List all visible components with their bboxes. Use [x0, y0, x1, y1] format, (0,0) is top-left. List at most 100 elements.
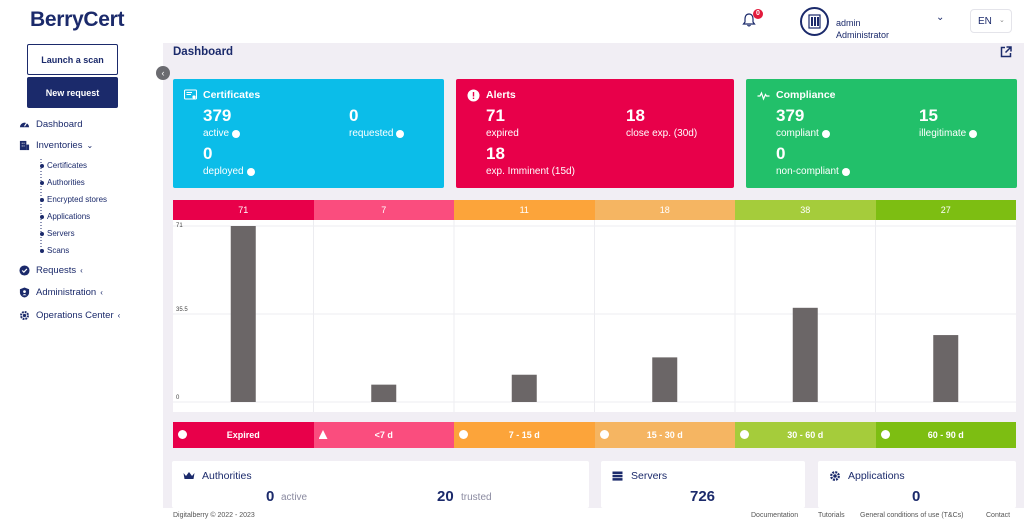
sidebar-subitem-label: Scans	[47, 246, 70, 255]
sidebar-item-label: Inventories	[36, 140, 83, 151]
requested-label: requested	[349, 128, 405, 139]
expiry-chart: 71 35.5 0	[173, 220, 1016, 412]
bell-icon[interactable]	[741, 12, 757, 28]
certificates-card[interactable]: Certificates 379 active 0 requested 0 de…	[173, 79, 444, 188]
collapse-sidebar-button[interactable]: ‹	[156, 66, 170, 80]
language-select[interactable]: EN ⌄	[970, 9, 1012, 33]
noncompliant-count: 0	[776, 144, 786, 163]
info-icon[interactable]	[232, 129, 241, 138]
info-icon[interactable]	[969, 129, 978, 138]
bullet-icon	[40, 231, 44, 236]
applications-card[interactable]: Applications 0	[818, 461, 1016, 508]
launch-scan-button[interactable]: Launch a scan	[27, 44, 118, 75]
chart-category-cell[interactable]: 30 - 60 d	[735, 422, 876, 448]
sidebar-subitem-encrypted-stores[interactable]: Encrypted stores	[40, 195, 107, 204]
chart-category-label: 7 - 15 d	[508, 430, 540, 440]
clock-icon	[599, 430, 609, 439]
footer-link-documentation[interactable]: Documentation	[751, 512, 799, 519]
chart-category-cell[interactable]: 15 - 30 d	[594, 422, 735, 448]
chart-bar[interactable]	[511, 374, 537, 402]
user-avatar[interactable]	[800, 7, 829, 36]
external-link-icon[interactable]	[1000, 46, 1012, 58]
chart-count-cell: 18	[594, 200, 735, 220]
smile-icon	[880, 430, 890, 439]
chart-category-cell[interactable]: Expired	[173, 422, 314, 448]
chart-count-cell: 38	[735, 200, 876, 220]
alerts-card[interactable]: Alerts 71 expired 18 close exp. (30d) 18…	[456, 79, 734, 188]
user-menu-chevron-icon[interactable]: ⌄	[936, 12, 945, 23]
expired-label: expired	[486, 128, 519, 139]
gear-icon	[20, 311, 29, 320]
footer-link-terms[interactable]: General conditions of use (T&Cs)	[860, 512, 964, 519]
sidebar-item-administration[interactable]: Administration ‹	[19, 287, 103, 298]
chart-count-cell: 11	[454, 200, 595, 220]
bullet-icon	[40, 163, 44, 168]
authorities-active-count: 0	[266, 488, 275, 505]
sidebar-item-label: Requests	[36, 265, 77, 276]
chart-bar[interactable]	[230, 226, 256, 402]
chevron-left-icon: ‹	[100, 288, 103, 297]
sidebar-item-label: Administration	[36, 287, 97, 298]
notification-badge: 0	[753, 9, 763, 19]
chart-count-cell: 27	[875, 200, 1016, 220]
smile-icon	[740, 430, 749, 439]
compliant-label-text: compliant	[776, 128, 819, 139]
chart-bar[interactable]	[371, 384, 397, 402]
sidebar-item-operations-center[interactable]: Operations Center ‹	[19, 310, 120, 321]
main-content: Dashboard Certificates 379 active 0 requ…	[163, 43, 1024, 508]
chart-count-cell: 71	[173, 200, 314, 220]
applications-title: Applications	[848, 470, 905, 482]
imminent-label: exp. Imminent (15d)	[486, 166, 575, 177]
servers-card[interactable]: Servers 726	[601, 461, 805, 508]
alert-circle-icon	[459, 430, 468, 439]
gauge-icon	[19, 122, 30, 128]
chart-category-label: 30 - 60 d	[787, 430, 824, 440]
crown-icon	[183, 472, 195, 479]
chart-bar[interactable]	[652, 357, 678, 402]
chart-category-cell[interactable]: 60 - 90 d	[875, 422, 1016, 448]
chart-category-label: <7 d	[374, 430, 393, 440]
sidebar-subitem-label: Authorities	[47, 178, 85, 187]
footer-link-contact[interactable]: Contact	[986, 512, 1011, 519]
info-icon[interactable]	[246, 167, 255, 176]
info-icon[interactable]	[821, 129, 830, 138]
active-label-text: active	[203, 128, 230, 139]
sidebar-subitem-applications[interactable]: Applications	[40, 212, 90, 221]
servers-title: Servers	[631, 470, 668, 482]
language-value: EN	[978, 16, 992, 27]
top-header: BerryCert 0 admin Administrator ⌄ EN ⌄	[0, 0, 1024, 43]
sidebar-subitem-servers[interactable]: Servers	[40, 229, 75, 238]
app-logo[interactable]: BerryCert	[30, 8, 125, 31]
chart-bar[interactable]	[933, 335, 959, 402]
chart-category-cell[interactable]: <7 d	[313, 422, 454, 448]
skull-icon	[178, 430, 187, 439]
user-name[interactable]: admin	[836, 18, 861, 28]
sidebar-subitem-label: Certificates	[47, 161, 88, 170]
sidebar-subitem-authorities[interactable]: Authorities	[40, 178, 85, 187]
compliance-card[interactable]: Compliance 379 compliant 15 illegitimate…	[746, 79, 1017, 188]
chart-category-cell[interactable]: 7 - 15 d	[454, 422, 595, 448]
sidebar: Launch a scan New request Dashboard Inve…	[0, 43, 163, 523]
sidebar-item-dashboard[interactable]: Dashboard	[19, 119, 82, 130]
authorities-card[interactable]: Authorities 0 active 20 trusted	[172, 461, 589, 508]
sidebar-item-inventories[interactable]: Inventories ⌄	[19, 140, 93, 151]
imminent-count: 18	[486, 144, 505, 163]
sidebar-item-requests[interactable]: Requests ‹	[19, 265, 83, 276]
sidebar-subitem-certificates[interactable]: Certificates	[40, 161, 87, 170]
alert-circle-icon	[467, 89, 480, 102]
authorities-active-label: active	[281, 492, 308, 503]
gear-icon	[830, 471, 840, 481]
building-icon	[19, 140, 30, 151]
info-icon[interactable]	[396, 129, 405, 138]
sidebar-subitem-label: Encrypted stores	[47, 195, 108, 204]
chart-bar[interactable]	[792, 307, 818, 402]
illegitimate-label-text: illegitimate	[919, 128, 967, 139]
requested-count: 0	[349, 106, 359, 125]
illegitimate-count: 15	[919, 106, 938, 125]
new-request-button[interactable]: New request	[27, 77, 118, 108]
sidebar-subitem-scans[interactable]: Scans	[40, 246, 69, 255]
footer-link-tutorials[interactable]: Tutorials	[818, 512, 845, 519]
active-label: active	[203, 128, 241, 139]
chart-category-label: 60 - 90 d	[927, 430, 964, 440]
info-icon[interactable]	[841, 167, 850, 176]
